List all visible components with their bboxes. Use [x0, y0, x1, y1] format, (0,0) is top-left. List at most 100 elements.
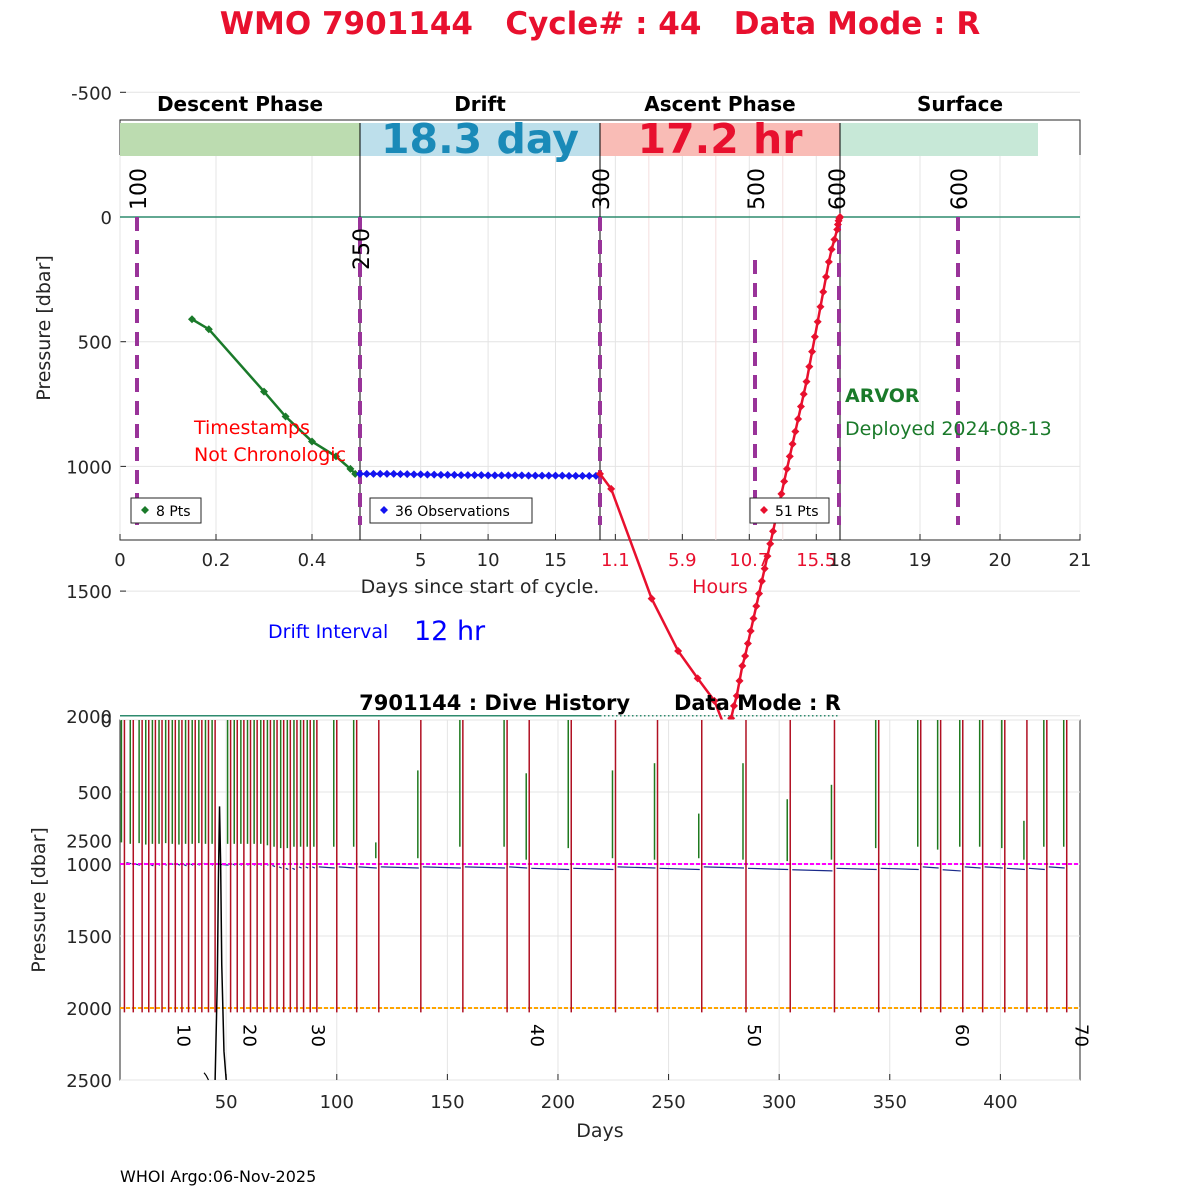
- warning-line-1: Timestamps: [193, 417, 310, 439]
- ascent-point: [729, 701, 738, 710]
- drift-track: [836, 867, 877, 871]
- top-xtick-label: 0: [114, 550, 125, 571]
- ascent-point: [749, 614, 758, 623]
- drift-point: [538, 471, 547, 480]
- drift-track: [318, 866, 335, 869]
- main-title: WMO 7901144 Cycle# : 44 Data Mode : R: [220, 6, 981, 42]
- bottom-xtick-label: 200: [541, 1092, 575, 1113]
- ascent-point: [813, 317, 822, 326]
- ascent-point: [796, 402, 805, 411]
- ascent-point: [777, 489, 786, 498]
- bottom-xlabel: Days: [576, 1120, 623, 1142]
- cycle-number-label: 50: [743, 1024, 764, 1047]
- top-ytick-label: 1000: [66, 457, 112, 478]
- ascent-point: [808, 347, 817, 356]
- ascent-point: [710, 696, 719, 705]
- drift-track: [380, 866, 419, 869]
- ascent-legend: 51 Pts: [749, 497, 830, 524]
- drift-track: [964, 866, 981, 869]
- top-xlabel-days: Days since start of cycle.: [361, 576, 600, 598]
- drift-point: [544, 471, 553, 480]
- ascent-point: [757, 577, 766, 586]
- ascent-point: [647, 594, 656, 603]
- drift-track: [659, 867, 700, 871]
- ascent-point: [827, 245, 836, 254]
- cycle-number-label: 70: [1070, 1024, 1091, 1047]
- phase-title: Descent Phase: [157, 92, 323, 116]
- float-type: ARVOR: [845, 385, 920, 407]
- drift-track: [305, 866, 309, 869]
- drift-point: [382, 469, 391, 478]
- drift-point: [517, 471, 526, 480]
- depth-marker-label: 600: [826, 168, 851, 210]
- cycle-number-label: 40: [526, 1024, 547, 1047]
- drift-track: [922, 866, 939, 869]
- drift-point: [423, 470, 432, 479]
- drift-track: [358, 866, 377, 869]
- top-xtick-label: 5.9: [668, 550, 697, 571]
- drift-track: [942, 869, 961, 872]
- top-xtick-label: 15.5: [796, 550, 836, 571]
- bottom-xtick-label: 350: [873, 1092, 907, 1113]
- cycle-number-label: 10: [172, 1024, 193, 1047]
- drift-point: [362, 469, 371, 478]
- drift-track: [338, 866, 355, 869]
- phase-title: Drift: [454, 92, 506, 116]
- cycle-number-label: 60: [951, 1024, 972, 1047]
- ascent-point: [766, 539, 775, 548]
- ascent-point: [836, 213, 844, 221]
- drift-point: [463, 471, 472, 480]
- ascent-point: [763, 552, 772, 561]
- drift-point: [403, 470, 412, 479]
- drift-point: [524, 471, 533, 480]
- drift-track: [747, 867, 789, 871]
- drift-point: [450, 470, 459, 479]
- ascent-point: [755, 589, 764, 598]
- descent-point: [188, 315, 196, 324]
- drift-point: [497, 471, 506, 480]
- bottom-xtick-label: 150: [430, 1092, 464, 1113]
- ascent-legend-marker: [760, 506, 768, 514]
- drift-interval-value: 12 hr: [414, 616, 486, 647]
- ascent-point: [794, 415, 803, 424]
- drift-track: [272, 864, 276, 868]
- drift-point: [396, 470, 405, 479]
- drift-legend: 36 Observations: [369, 497, 533, 524]
- drift-track: [703, 866, 745, 869]
- descent-point: [332, 452, 340, 461]
- top-ytick-label: 2500: [66, 832, 112, 853]
- depth-marker-label: 250: [350, 228, 375, 270]
- descent-point: [281, 412, 290, 421]
- ascent-point: [780, 477, 789, 486]
- ascent-point: [782, 464, 791, 473]
- bottom-ytick-label: 2500: [66, 1071, 112, 1092]
- ascent-point: [833, 225, 842, 234]
- top-ytick-label: -500: [71, 83, 112, 104]
- drift-track: [285, 867, 289, 871]
- drift-point: [443, 470, 452, 479]
- ascent-point: [819, 287, 828, 296]
- top-xtick-label: 10.7: [729, 550, 769, 571]
- ascent-point: [788, 439, 797, 448]
- ascent-point: [824, 257, 833, 266]
- ascent-point: [743, 639, 752, 648]
- top-xtick-label: 1.1: [601, 550, 630, 571]
- ascent-point: [805, 362, 814, 371]
- ascent-point: [785, 452, 794, 461]
- top-xtick-label: 0.2: [202, 550, 231, 571]
- bottom-xtick-label: 100: [320, 1092, 354, 1113]
- bottom-xtick-label: 400: [983, 1092, 1017, 1113]
- footer-credit: WHOI Argo:06-Nov-2025: [120, 1167, 316, 1186]
- drift-interval-label: Drift Interval: [268, 621, 388, 643]
- ascent-point: [746, 627, 755, 636]
- cycle-number-label: 30: [307, 1024, 328, 1047]
- bottom-xtick-label: 50: [215, 1092, 238, 1113]
- cycle-number-label: 20: [239, 1024, 260, 1047]
- ascent-point: [741, 651, 750, 660]
- ascent-point: [738, 661, 747, 670]
- drift-track: [311, 866, 316, 869]
- anomaly-trace-1: [203, 1072, 210, 1081]
- top-ytick-label: 2000: [66, 707, 112, 728]
